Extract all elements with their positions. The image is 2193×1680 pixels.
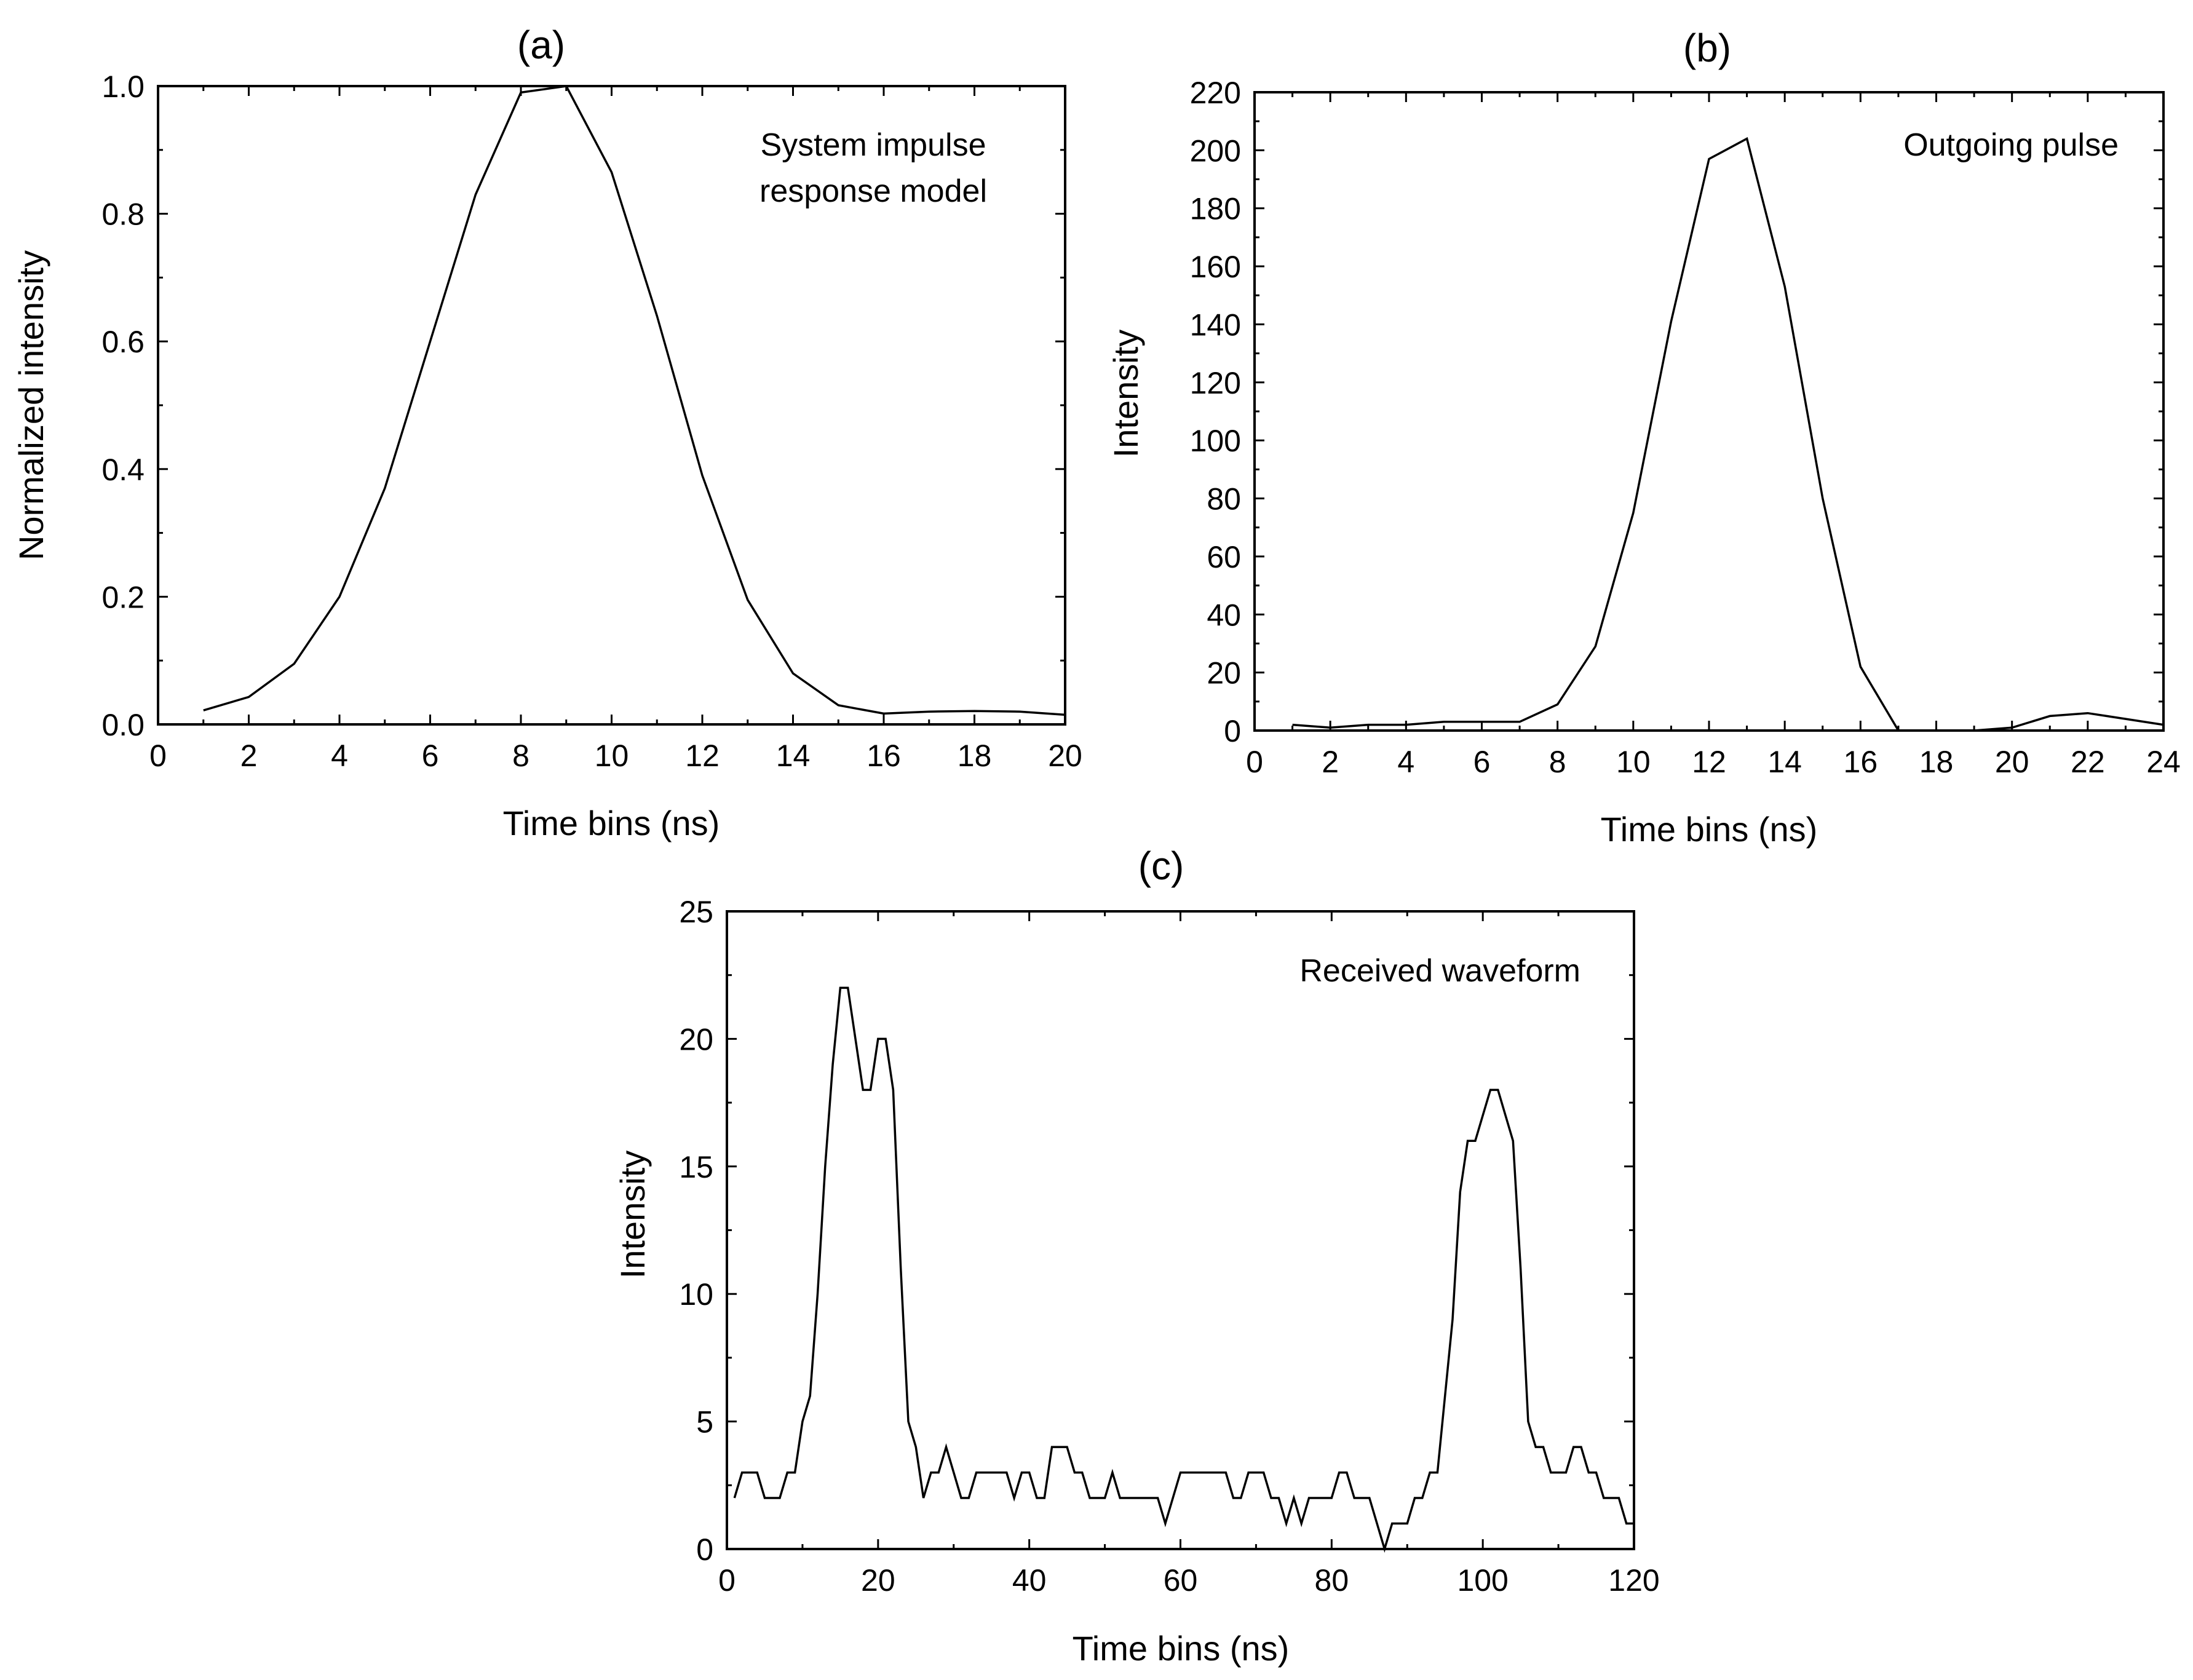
panel-c-x-tick-label: 80: [1315, 1563, 1349, 1598]
panel-b-ticks: 0 2 4 6 8 10 12 14 16 18 20 22 240204060801001201401…: [1190, 76, 2181, 779]
panel-c-x-axis-label: Time bins (ns): [1073, 1629, 1290, 1668]
panel-a-x-axis-label: Time bins (ns): [503, 804, 720, 842]
panel-a-y-tick-label: 0.6: [101, 325, 145, 359]
panel-b-x-tick-label: 0: [1246, 745, 1263, 779]
panel-a-y-tick-label: 1.0: [101, 69, 145, 104]
panel-b-label: (b): [1683, 26, 1731, 70]
panel-c-label: (c): [1138, 844, 1184, 888]
panel-a-y-tick-label: 0.0: [101, 708, 145, 742]
panel-a-x-tick-label: 18: [958, 739, 992, 773]
panel-a-annotation-line-1: System impulse: [761, 127, 986, 163]
panel-a-x-tick-label: 2: [240, 739, 258, 773]
panel-c-y-tick-label: 20: [679, 1022, 713, 1056]
panel-a-y-tick-label: 0.8: [101, 197, 145, 232]
panel-b-x-tick-label: 22: [2071, 745, 2105, 779]
panel-b-y-tick-label: 60: [1207, 540, 1241, 574]
panel-c-x-tick-label: 60: [1164, 1563, 1198, 1598]
panel-b-y-tick-label: 220: [1190, 76, 1241, 110]
panel-a-x-tick-label: 0: [149, 739, 167, 773]
panel-b-annotation: Outgoing pulse: [1903, 127, 2119, 163]
panel-b-y-tick-label: 80: [1207, 482, 1241, 517]
panel-a-series-line: [203, 85, 1066, 716]
panel-b-x-tick-label: 16: [1844, 745, 1878, 779]
panel-c-x-tick-label: 120: [1608, 1563, 1659, 1598]
panel-c-y-tick-label: 10: [679, 1277, 713, 1312]
panel-b-x-tick-label: 18: [1919, 745, 1954, 779]
panel-c: (c) 0 20 40 60 80 100 120 0 5 10 15 20 25 Received w…: [613, 844, 1660, 1668]
panel-a-y-tick-label: 0.4: [101, 453, 145, 487]
panel-a-x-tick-label: 14: [776, 739, 811, 773]
panel-c-ticks: 0 20 40 60 80 100 120 0 5 10 15 20 25: [679, 895, 1659, 1598]
panel-a-y-tick-label: 0.2: [101, 580, 145, 614]
panel-b-x-tick-label: 8: [1549, 745, 1566, 779]
panel-b-y-tick-label: 0: [1224, 714, 1241, 748]
panel-c-annotation: Received waveform: [1299, 953, 1580, 989]
panel-a-plot-frame: [157, 85, 1066, 726]
panel-b-x-tick-label: 6: [1473, 745, 1491, 779]
panel-c-y-axis-label: Intensity: [613, 1151, 652, 1279]
panel-b-series-line: [1292, 137, 2164, 732]
panel-b-x-tick-label: 20: [1995, 745, 2029, 779]
panel-a-annotation-line-2: response model: [759, 173, 987, 209]
panel-b-x-tick-label: 24: [2146, 745, 2181, 779]
panel-c-y-tick-label: 5: [696, 1405, 713, 1440]
panel-b-x-tick-label: 12: [1692, 745, 1726, 779]
panel-a-y-axis-label: Normalized intensity: [12, 250, 50, 560]
panel-b-x-axis-label: Time bins (ns): [1601, 810, 1818, 849]
panel-c-y-tick-label: 0: [696, 1532, 713, 1567]
panel-a-ticks: 0 2 4 6 8 10 12 14 16 18 20 0.0 0.2 0.4 0.6 0.8 1.0: [101, 69, 1082, 773]
panel-a-x-tick-label: 8: [512, 739, 529, 773]
panel-b-x-tick-label: 10: [1616, 745, 1651, 779]
panel-b-x-tick-label: 14: [1767, 745, 1802, 779]
panel-a-label: (a): [517, 23, 565, 67]
panel-b-y-tick-label: 180: [1190, 192, 1241, 226]
panel-b-plot-frame: [1253, 91, 2165, 732]
panel-b-y-tick-label: 100: [1190, 424, 1241, 458]
panel-b-x-tick-label: 4: [1397, 745, 1414, 779]
panel-b-y-tick-label: 40: [1207, 598, 1241, 632]
panel-a-x-tick-label: 20: [1048, 739, 1082, 773]
panel-c-y-tick-label: 25: [679, 895, 713, 929]
panel-a-x-tick-label: 4: [331, 739, 348, 773]
panel-b-y-tick-label: 120: [1190, 366, 1241, 400]
panel-c-y-tick-label: 15: [679, 1150, 713, 1184]
panel-b: (b) 0 2 4 6 8 10 12 14 16 18 20 22 24020406080100120…: [1106, 26, 2181, 849]
panel-c-series-line: [733, 986, 1634, 1553]
panel-a-x-tick-label: 16: [866, 739, 901, 773]
panel-b-y-tick-label: 140: [1190, 307, 1241, 342]
panel-a-x-tick-label: 10: [595, 739, 629, 773]
panel-b-y-tick-label: 200: [1190, 133, 1241, 168]
panel-a-x-tick-label: 6: [422, 739, 439, 773]
panel-a-x-tick-label: 12: [685, 739, 720, 773]
panel-c-x-tick-label: 20: [861, 1563, 895, 1598]
panel-b-y-axis-label: Intensity: [1106, 330, 1145, 458]
panel-c-x-tick-label: 100: [1457, 1563, 1508, 1598]
panel-b-y-tick-label: 160: [1190, 250, 1241, 284]
panel-c-x-tick-label: 40: [1012, 1563, 1047, 1598]
panel-c-plot-frame: [726, 910, 1635, 1550]
panel-c-x-tick-label: 0: [718, 1563, 736, 1598]
panel-b-x-tick-label: 2: [1322, 745, 1339, 779]
panel-b-y-tick-label: 20: [1207, 656, 1241, 691]
panel-a: (a) 0 2 4 6 8 10 12 14 16 18 200.00.20.40.60.81.0 …: [12, 23, 1082, 842]
